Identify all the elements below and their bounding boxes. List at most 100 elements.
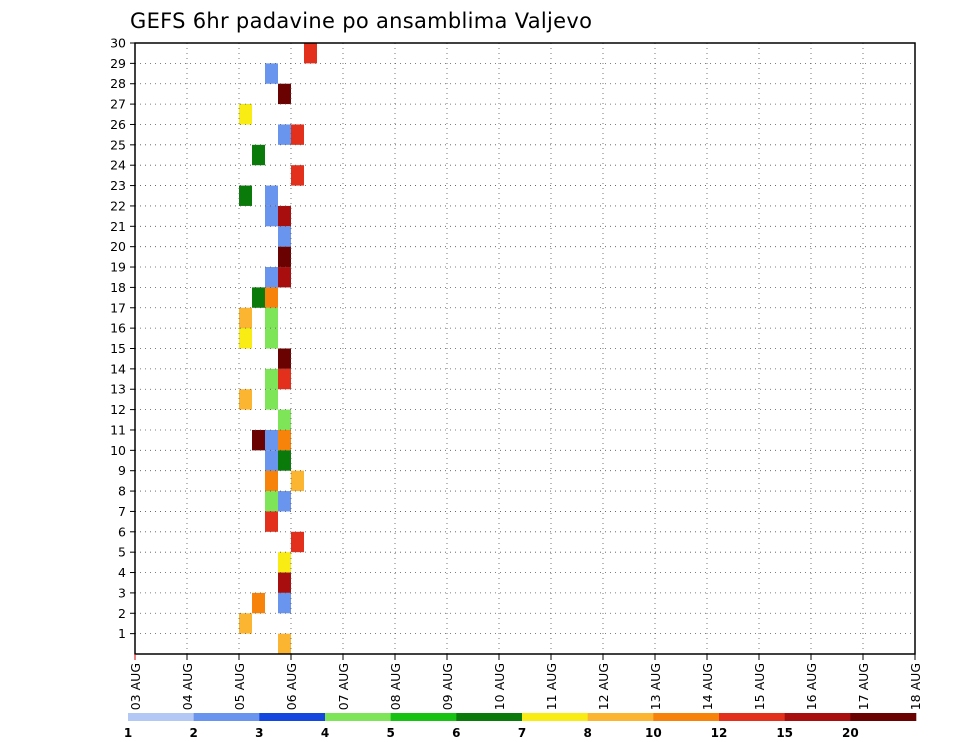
colorbar-tick-label: 6 bbox=[452, 726, 460, 740]
heatmap-cell bbox=[265, 267, 278, 288]
heatmap-cell bbox=[278, 246, 291, 268]
heatmap-cell bbox=[291, 531, 304, 553]
colorbar-tick-label: 2 bbox=[189, 726, 197, 740]
colorbar-swatch bbox=[587, 713, 654, 721]
y-tick-label: 23 bbox=[110, 178, 126, 193]
y-tick-label: 22 bbox=[110, 198, 126, 213]
heatmap-cell bbox=[265, 389, 278, 410]
heatmap-cell bbox=[239, 613, 252, 634]
heatmap-cell bbox=[304, 43, 317, 64]
heatmap-cell bbox=[265, 185, 278, 206]
x-axis: 03 AUG 04 AUG 05 AUG 06 AUG 07 AUG 08 AUG 09 A… bbox=[128, 654, 923, 710]
x-tick-label: 05 AUG bbox=[232, 663, 247, 710]
colorbar-tick-label: 4 bbox=[321, 726, 329, 740]
heatmap-cell bbox=[291, 470, 304, 492]
grid-lines bbox=[135, 42, 915, 654]
colorbar-tick-label: 3 bbox=[255, 726, 263, 740]
y-tick-label: 7 bbox=[118, 504, 126, 519]
x-tick-label: 06 AUG bbox=[284, 663, 299, 710]
colorbar-tick-label: 5 bbox=[386, 726, 394, 740]
y-axis: 1234567891011121314151617181920212223242… bbox=[110, 36, 135, 641]
x-tick-label: 10 AUG bbox=[492, 663, 507, 710]
y-tick-label: 21 bbox=[110, 219, 126, 234]
colorbar-swatch bbox=[653, 713, 720, 721]
y-tick-label: 27 bbox=[110, 97, 126, 112]
colorbar-swatch bbox=[325, 713, 391, 721]
heatmap-cell bbox=[265, 491, 278, 512]
chart-title: GEFS 6hr padavine po ansamblima Valjevo bbox=[130, 9, 592, 33]
x-tick-label: 03 AUG bbox=[128, 663, 143, 710]
heatmap-cell bbox=[239, 389, 252, 410]
colorbar-swatch bbox=[456, 713, 523, 721]
colorbar-swatch bbox=[390, 713, 457, 721]
heatmap-cell bbox=[252, 592, 265, 614]
x-tick-label: 04 AUG bbox=[180, 663, 195, 710]
heatmap-cell bbox=[278, 124, 291, 145]
y-tick-label: 29 bbox=[110, 56, 126, 71]
x-tick-label: 16 AUG bbox=[804, 663, 819, 710]
x-tick-label: 11 AUG bbox=[544, 663, 559, 710]
heatmap-cell bbox=[278, 552, 291, 573]
heatmap-cells bbox=[239, 43, 317, 654]
x-tick-label: 15 AUG bbox=[752, 663, 767, 710]
colorbar-tick-label: 7 bbox=[518, 726, 526, 740]
y-tick-label: 2 bbox=[118, 606, 126, 621]
colorbar-swatch bbox=[128, 713, 194, 721]
colorbar-swatch bbox=[193, 713, 260, 721]
y-tick-label: 8 bbox=[118, 484, 126, 499]
heatmap-cell bbox=[278, 226, 291, 247]
heatmap-cell bbox=[278, 592, 291, 614]
heatmap-cell bbox=[265, 287, 278, 308]
heatmap-cell bbox=[265, 205, 278, 227]
colorbar-swatch bbox=[522, 713, 588, 721]
heatmap-cell bbox=[239, 185, 252, 206]
colorbar-swatch bbox=[850, 713, 917, 721]
x-tick-label: 12 AUG bbox=[596, 663, 611, 710]
x-tick-label: 13 AUG bbox=[648, 663, 663, 710]
heatmap-cell bbox=[265, 450, 278, 471]
x-tick-label: 14 AUG bbox=[700, 663, 715, 710]
x-tick-label: 17 AUG bbox=[856, 663, 871, 710]
colorbar-tick-label: 10 bbox=[645, 726, 662, 740]
colorbar-tick-label: 1 bbox=[124, 726, 132, 740]
y-tick-label: 11 bbox=[110, 422, 126, 437]
x-tick-label: 07 AUG bbox=[336, 663, 351, 710]
heatmap-cell bbox=[265, 429, 278, 451]
y-tick-label: 15 bbox=[110, 341, 126, 356]
y-tick-label: 1 bbox=[118, 626, 126, 641]
heatmap-cell bbox=[278, 368, 291, 390]
heatmap-cell bbox=[239, 328, 252, 349]
y-tick-label: 5 bbox=[118, 545, 126, 560]
y-tick-label: 28 bbox=[110, 76, 126, 91]
y-tick-label: 3 bbox=[118, 585, 126, 600]
y-tick-label: 24 bbox=[110, 158, 126, 173]
heatmap-cell bbox=[278, 348, 291, 369]
heatmap-cell bbox=[291, 124, 304, 145]
heatmap-cell bbox=[265, 368, 278, 390]
heatmap-cell bbox=[278, 491, 291, 512]
y-tick-label: 19 bbox=[110, 260, 126, 275]
heatmap-cell bbox=[239, 104, 252, 125]
heatmap-cell bbox=[252, 144, 265, 166]
y-tick-label: 17 bbox=[110, 300, 126, 315]
x-tick-label: 08 AUG bbox=[388, 663, 403, 710]
y-tick-label: 4 bbox=[118, 565, 126, 580]
heatmap-cell bbox=[278, 267, 291, 288]
heatmap-cell bbox=[265, 63, 278, 84]
heatmap-cell bbox=[265, 470, 278, 492]
heatmap-cell bbox=[252, 287, 265, 308]
heatmap-cell bbox=[265, 328, 278, 349]
y-tick-label: 13 bbox=[110, 382, 126, 397]
colorbar-swatch bbox=[784, 713, 851, 721]
heatmap-cell bbox=[278, 205, 291, 227]
colorbar-tick-label: 12 bbox=[711, 726, 728, 740]
colorbar-swatch bbox=[259, 713, 326, 721]
colorbar-swatch bbox=[719, 713, 785, 721]
y-tick-label: 9 bbox=[118, 463, 126, 478]
heatmap-cell bbox=[278, 450, 291, 471]
heatmap-cell bbox=[252, 429, 265, 451]
y-tick-label: 16 bbox=[110, 321, 126, 336]
y-tick-label: 26 bbox=[110, 117, 126, 132]
y-tick-label: 20 bbox=[110, 239, 126, 254]
